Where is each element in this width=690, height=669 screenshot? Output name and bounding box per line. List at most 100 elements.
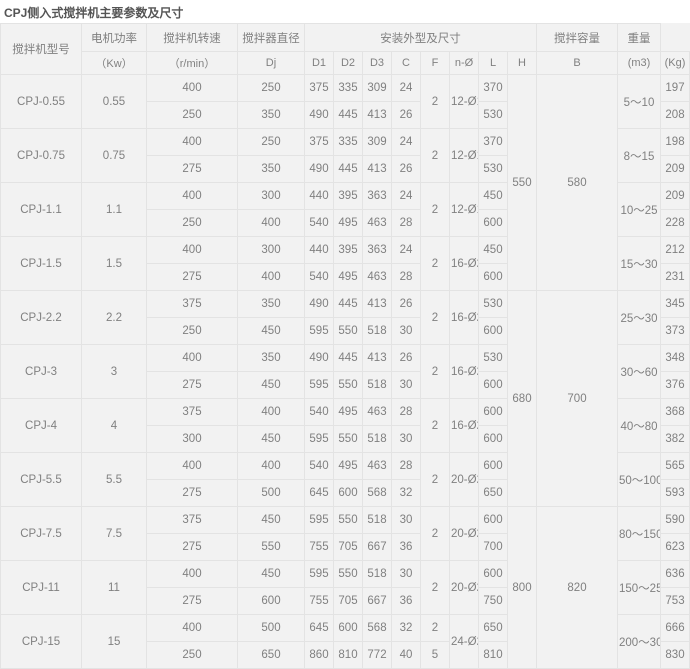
cell-l: 600 xyxy=(478,209,508,237)
cell-model: CPJ-3 xyxy=(0,344,82,399)
cell-diameter: 250 xyxy=(237,128,305,156)
cell-b: 700 xyxy=(536,290,618,507)
cell-model: CPJ-7.5 xyxy=(0,506,82,561)
cell-power: 0.75 xyxy=(81,128,147,183)
cell-d3: 413 xyxy=(362,155,392,183)
cell-speed: 275 xyxy=(146,479,238,507)
cell-speed: 275 xyxy=(146,155,238,183)
cell-l: 600 xyxy=(478,317,508,345)
table-row: CPJ-5.55.540040054049546328220-Ø2260050～… xyxy=(0,452,690,507)
cell-l: 530 xyxy=(478,290,508,318)
cell-d2: 600 xyxy=(333,614,363,642)
cell-weight: 209 xyxy=(660,182,690,210)
cell-f: 2 xyxy=(420,290,450,345)
header-volume-group: 搅拌容量 xyxy=(536,23,618,52)
cell-weight: 753 xyxy=(660,587,690,615)
cell-diameter: 600 xyxy=(237,587,305,615)
cell-d1: 375 xyxy=(304,128,334,156)
cell-l: 700 xyxy=(478,533,508,561)
table-row: CPJ-111140045059555051830220-Ø26600150～2… xyxy=(0,560,690,615)
cell-d2: 495 xyxy=(333,209,363,237)
cell-d1: 595 xyxy=(304,317,334,345)
cell-ndia: 12-Ø18 xyxy=(449,128,479,183)
cell-d1: 490 xyxy=(304,290,334,318)
table-row: 250 350 490 445 413 26 530 208 xyxy=(1,101,690,129)
spec-table-container: 搅拌机型号 电机功率 搅拌机转速 搅拌器直径 安装外型及尺寸 搅拌容量 重量 （… xyxy=(0,23,690,669)
cell-diameter: 300 xyxy=(237,182,305,210)
cell-l: 650 xyxy=(478,614,508,642)
cell-speed: 400 xyxy=(146,452,238,480)
cell-model: CPJ-11 xyxy=(0,560,82,615)
cell-diameter: 550 xyxy=(237,533,305,561)
cell-b: 820 xyxy=(536,506,618,669)
cell-weight: 209 xyxy=(660,155,690,183)
cell-d1: 490 xyxy=(304,344,334,372)
header-h: H xyxy=(507,51,537,75)
table-row: 300 450 595 550 518 30 600 382 xyxy=(1,425,690,453)
cell-ndia: 20-Ø22 xyxy=(449,506,479,561)
table-row: CPJ-1.51.540030044039536324216-Ø2245015～… xyxy=(0,236,690,291)
cell-d2: 550 xyxy=(333,506,363,534)
cell-weight: 565 xyxy=(660,452,690,480)
cell-l: 600 xyxy=(478,398,508,426)
table-row: 275 450 595 550 518 30 600 376 xyxy=(1,371,690,399)
cell-speed: 400 xyxy=(146,614,238,642)
cell-speed: 400 xyxy=(146,344,238,372)
cell-l: 600 xyxy=(478,560,508,588)
table-row: 275 550 755 705 667 36 700 623 xyxy=(1,533,690,561)
cell-c: 24 xyxy=(391,182,421,210)
cell-f: 5 xyxy=(420,641,450,669)
cell-weight: 231 xyxy=(660,263,690,291)
cell-l: 530 xyxy=(478,101,508,129)
cell-volume: 200～300 xyxy=(617,614,661,669)
cell-l: 600 xyxy=(478,425,508,453)
cell-c: 36 xyxy=(391,587,421,615)
header-d2: D2 xyxy=(333,51,363,75)
header-c: C xyxy=(391,51,421,75)
table-row: CPJ-1.11.140030044039536324212-Ø1845010～… xyxy=(0,182,690,237)
cell-d2: 445 xyxy=(333,344,363,372)
cell-l: 370 xyxy=(478,128,508,156)
cell-weight: 368 xyxy=(660,398,690,426)
cell-model: CPJ-1.1 xyxy=(0,182,82,237)
cell-d2: 705 xyxy=(333,587,363,615)
cell-l: 600 xyxy=(478,506,508,534)
cell-d1: 490 xyxy=(304,101,334,129)
cell-diameter: 400 xyxy=(237,452,305,480)
cell-ndia: 16-Ø22 xyxy=(449,236,479,291)
cell-d1: 595 xyxy=(304,371,334,399)
header-power-unit: （Kw） xyxy=(81,51,147,75)
cell-l: 450 xyxy=(478,182,508,210)
cell-c: 40 xyxy=(391,641,421,669)
cell-speed: 275 xyxy=(146,587,238,615)
cell-d2: 335 xyxy=(333,74,363,102)
cell-c: 26 xyxy=(391,344,421,372)
cell-c: 36 xyxy=(391,533,421,561)
cell-model: CPJ-0.75 xyxy=(0,128,82,183)
cell-d3: 518 xyxy=(362,425,392,453)
cell-d3: 463 xyxy=(362,263,392,291)
cell-weight: 208 xyxy=(660,101,690,129)
table-row: 250 450 595 550 518 30 600 373 xyxy=(1,317,690,345)
cell-speed: 400 xyxy=(146,74,238,102)
table-header: 搅拌机型号 电机功率 搅拌机转速 搅拌器直径 安装外型及尺寸 搅拌容量 重量 （… xyxy=(0,23,690,75)
cell-c: 24 xyxy=(391,128,421,156)
cell-model: CPJ-0.55 xyxy=(0,74,82,129)
cell-d3: 518 xyxy=(362,560,392,588)
cell-weight: 830 xyxy=(660,641,690,669)
cell-speed: 250 xyxy=(146,209,238,237)
cell-weight: 348 xyxy=(660,344,690,372)
cell-d2: 495 xyxy=(333,398,363,426)
cell-weight: 590 xyxy=(660,506,690,534)
cell-weight: 623 xyxy=(660,533,690,561)
cell-diameter: 450 xyxy=(237,317,305,345)
cell-diameter: 400 xyxy=(237,398,305,426)
cell-d3: 309 xyxy=(362,74,392,102)
cell-speed: 275 xyxy=(146,263,238,291)
cell-power: 2.2 xyxy=(81,290,147,345)
cell-d1: 595 xyxy=(304,425,334,453)
cell-d3: 413 xyxy=(362,344,392,372)
